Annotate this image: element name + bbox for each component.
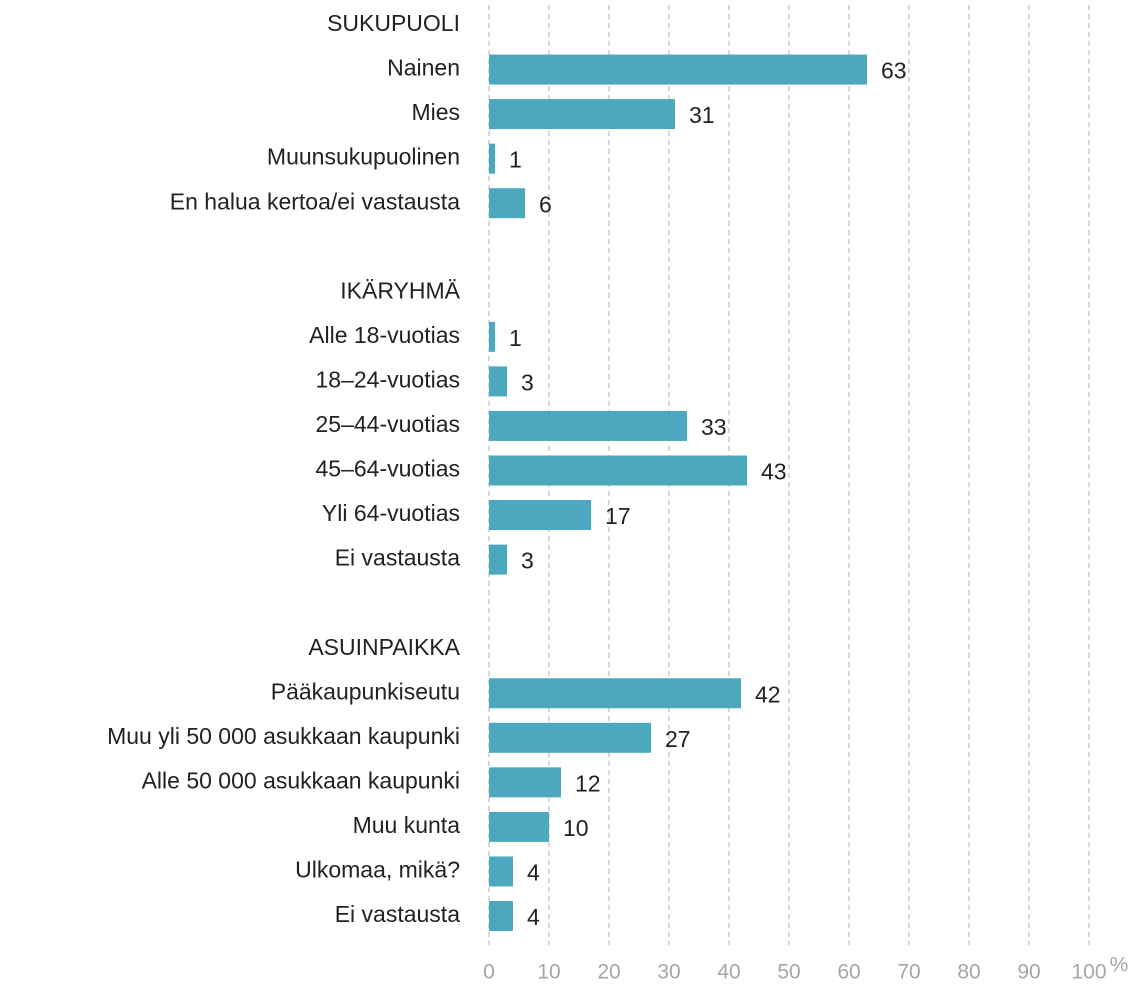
value-label: 1 (509, 325, 522, 351)
bar (489, 143, 495, 174)
bar (489, 500, 591, 531)
category-label: En halua kertoa/ei vastausta (170, 188, 460, 214)
bar (489, 455, 747, 486)
x-tick-label: 40 (717, 961, 740, 984)
bar (489, 410, 687, 441)
value-label: 63 (881, 58, 907, 84)
x-tick-label: 30 (657, 961, 680, 984)
bar (489, 54, 867, 85)
value-label: 6 (539, 191, 552, 217)
x-unit-label: % (1110, 954, 1129, 977)
x-tick-label: 50 (777, 961, 800, 984)
category-label: 45–64-vuotias (316, 456, 461, 482)
bar (489, 811, 549, 842)
value-label: 4 (527, 860, 540, 886)
category-label: Muunsukupuolinen (267, 144, 460, 170)
bar (489, 321, 495, 352)
x-tick-label: 100 (1071, 961, 1106, 984)
bar (489, 767, 561, 798)
bar (489, 366, 507, 397)
category-label: Mies (411, 99, 460, 125)
category-label: Muu yli 50 000 asukkaan kaupunki (107, 723, 460, 749)
category-label: Nainen (387, 55, 460, 81)
category-label: Alle 50 000 asukkaan kaupunki (142, 767, 460, 793)
bar (489, 901, 513, 931)
value-label: 12 (575, 770, 601, 796)
category-label: 18–24-vuotias (316, 366, 461, 392)
category-label: ASUINPAIKKA (308, 634, 460, 660)
value-label: 31 (689, 102, 715, 128)
x-tick-label: 60 (837, 961, 860, 984)
category-label: Alle 18-vuotias (309, 322, 460, 348)
category-label: 25–44-vuotias (316, 411, 461, 437)
category-label: Ei vastausta (335, 901, 460, 927)
bar (489, 99, 675, 130)
value-label: 4 (527, 904, 540, 930)
value-label: 27 (665, 726, 691, 752)
x-tick-label: 70 (897, 961, 920, 984)
value-label: 42 (755, 681, 781, 707)
category-label: Ulkomaa, mikä? (295, 857, 460, 883)
bar (489, 678, 741, 709)
bar (489, 856, 513, 887)
category-label: IKÄRYHMÄ (340, 277, 460, 303)
value-label: 33 (701, 414, 727, 440)
value-label: 3 (521, 548, 534, 574)
category-label: SUKUPUOLI (327, 10, 460, 36)
bar (489, 544, 507, 575)
x-tick-label: 20 (597, 961, 620, 984)
x-tick-label: 90 (1017, 961, 1040, 984)
value-label: 10 (563, 815, 589, 841)
value-label: 1 (509, 147, 522, 173)
category-label: Muu kunta (353, 812, 461, 838)
category-label: Yli 64-vuotias (322, 500, 460, 526)
x-tick-label: 10 (537, 961, 560, 984)
value-label: 43 (761, 459, 787, 485)
bar (489, 188, 525, 219)
category-label: Pääkaupunkiseutu (271, 678, 460, 704)
x-tick-label: 80 (957, 961, 980, 984)
bar (489, 722, 651, 753)
value-label: 17 (605, 503, 631, 529)
value-label: 3 (521, 369, 534, 395)
category-label: Ei vastausta (335, 545, 460, 571)
x-tick-label: 0 (483, 961, 495, 984)
